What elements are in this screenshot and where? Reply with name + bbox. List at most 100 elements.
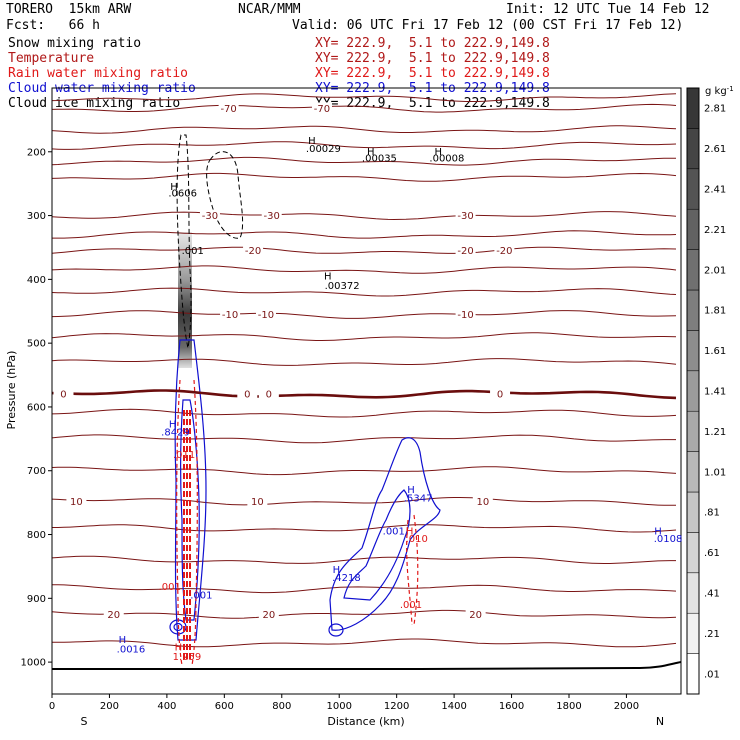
y-tick-label: 800: [27, 530, 46, 541]
forecast-hour-label: Fcst: 66 h: [6, 18, 100, 33]
x-tick-label: 1200: [384, 701, 409, 712]
contour-label-bg: [455, 244, 476, 256]
contour-label-bg: [237, 388, 258, 400]
colorbar-frame: [686, 87, 700, 695]
cloud-water-cell-east: [329, 437, 441, 631]
isotherm-line: [52, 497, 676, 506]
contour-label: 0: [244, 390, 250, 401]
rain-water-contours: [176, 379, 419, 666]
colorbar-segment: [686, 168, 700, 210]
contour-label-bg: [465, 608, 486, 620]
maximum-value-label: .0016: [117, 645, 146, 656]
maximum-value-label: .4218: [332, 573, 361, 584]
isotherm-line: [52, 103, 677, 113]
colorbar-label: 1.21: [704, 427, 726, 438]
contour-label-bg: [258, 608, 279, 620]
contour-label: 20: [469, 610, 482, 621]
model-label: TORERO 15km ARW: [6, 2, 132, 17]
header-block: TORERO 15km ARW Fcst: 66 h NCAR/MMM Init…: [0, 0, 740, 120]
colorbar-label: 1.81: [704, 306, 726, 317]
colorbar-segment: [686, 572, 700, 614]
isotherm-line: [52, 172, 677, 182]
y-tick-label: 500: [27, 339, 46, 350]
colorbar-segment: [686, 87, 700, 129]
colorbar-label: 1.61: [704, 346, 726, 357]
x-axis-north-label: N: [656, 715, 664, 728]
field-rain-xy: XY= 222.9, 5.1 to 222.9,149.8: [315, 66, 550, 81]
contour-label-bg: [258, 388, 279, 400]
contour-label-bg: [53, 388, 74, 400]
valid-time-label: Valid: 06 UTC Fri 17 Feb 12 (00 CST Fri …: [292, 18, 684, 33]
colorbar-label: 1.01: [704, 467, 726, 478]
cloud-water-cell-east-inner: [343, 489, 411, 601]
isotherm-line: [52, 332, 677, 341]
terrain-line: [52, 661, 682, 670]
contour-label: 0: [266, 390, 272, 401]
x-tick-label: 200: [100, 701, 119, 712]
high-marker: H: [654, 527, 662, 538]
contour-label-bg: [255, 308, 276, 320]
isotherm-line: [52, 230, 677, 239]
cloud-ice-contour-upper: [176, 134, 192, 349]
colorbar-segment: [686, 532, 700, 574]
isotherm-line: [52, 141, 677, 150]
x-tick-label: 2000: [614, 701, 639, 712]
maximum-value-label: .010: [406, 534, 428, 545]
contour-label-bg: [261, 209, 282, 221]
maximum-value-label: .001: [159, 582, 181, 593]
contour-label: -20: [245, 246, 261, 257]
contour-label-bg: [494, 244, 515, 256]
colorbar-segment: [686, 208, 700, 250]
contour-label: -70: [314, 104, 330, 115]
contour-label: 20: [107, 610, 120, 621]
colorbar-label: .21: [704, 629, 720, 640]
x-axis-south-label: S: [81, 715, 88, 728]
colorbar-segment: [686, 330, 700, 372]
colorbar-segment: [686, 653, 700, 695]
contour-label: -10: [457, 310, 473, 321]
contour-label: -30: [457, 211, 473, 222]
high-marker: H: [367, 147, 375, 158]
isotherm-line: [52, 524, 677, 533]
y-axis-title: Pressure (hPa): [5, 351, 18, 430]
contour-label-bg: [455, 209, 476, 221]
field-rain-label: Rain water mixing ratio: [8, 66, 189, 81]
isotherm-line: [52, 287, 677, 297]
high-marker: H: [435, 147, 443, 158]
maximum-value-label: .0606: [168, 188, 197, 199]
field-snow-label: Snow mixing ratio: [8, 36, 142, 51]
isotherm-line: [52, 555, 676, 564]
maximum-value-label: .00029: [306, 144, 341, 155]
contour-label-bg: [199, 209, 220, 221]
field-snow-xy: XY= 222.9, 5.1 to 222.9,149.8: [315, 36, 550, 51]
colorbar-label: 1.41: [704, 387, 726, 398]
colorbar-label: 2.81: [704, 104, 726, 115]
contour-label: -20: [457, 246, 473, 257]
contour-labels: -70 -70 -30 -30 -30 -20 -20 -20 -10 -10 -10 0 0 0 0 10 1…: [53, 102, 515, 621]
contour-label: 10: [251, 497, 264, 508]
init-time-label: Init: 12 UTC Tue 14 Feb 12: [506, 2, 710, 17]
contour-label-bg: [472, 495, 493, 507]
colorbar-segment: [686, 370, 700, 412]
rain-water-east: [406, 514, 419, 626]
maximum-value-label: .8429: [161, 428, 190, 439]
contour-label: -30: [264, 211, 280, 222]
cloud-water-small-cell-inner: [173, 622, 183, 632]
isotherm-line: [52, 434, 676, 444]
contour-label-bg: [220, 308, 241, 320]
x-tick-label: 600: [215, 701, 234, 712]
isotherm-line: [52, 310, 677, 319]
maximum-value-label: .00008: [429, 153, 464, 164]
contour-label-bg: [247, 495, 268, 507]
contour-label: -10: [258, 310, 274, 321]
colorbar-label: .61: [704, 548, 720, 559]
colorbar-segment: [686, 249, 700, 291]
maximum-value-label: .5347: [404, 493, 433, 504]
x-tick-label: 1400: [441, 701, 466, 712]
contour-label-bg: [311, 102, 332, 114]
isotherm-0C: [52, 389, 677, 400]
x-tick-label: 800: [272, 701, 291, 712]
rain-water-core: [183, 410, 191, 660]
isotherm-line: [52, 638, 677, 648]
maximum-value-label: .001: [182, 246, 204, 257]
